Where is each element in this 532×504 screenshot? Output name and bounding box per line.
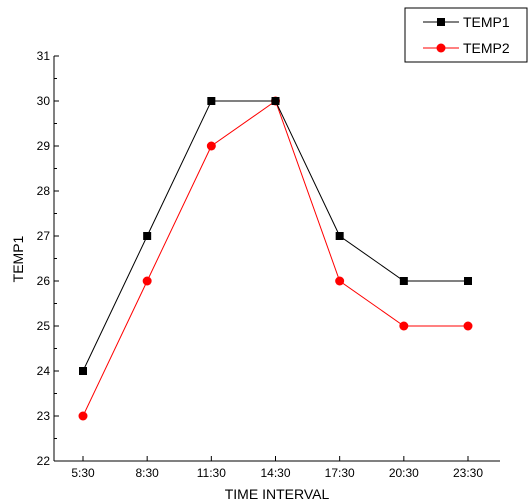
data-point-circle: [399, 321, 409, 331]
data-point-square: [335, 232, 344, 240]
y-tick-label: 23: [37, 409, 51, 423]
data-point-square: [207, 97, 216, 105]
data-point-square: [271, 97, 280, 105]
y-tick-label: 25: [37, 319, 51, 333]
legend-marker-square: [437, 18, 445, 26]
x-tick-label: 11:30: [197, 466, 226, 480]
y-tick-label: 24: [37, 364, 51, 378]
data-point-circle: [335, 276, 345, 286]
series-layer: [78, 96, 473, 421]
data-point-circle: [78, 411, 88, 421]
x-tick-label: 23:30: [453, 466, 483, 480]
y-ticks: 22 23 24 25 26 27 28 29 30 31: [37, 49, 59, 468]
x-ticks: 5:30 8:30 11:30 14:30 17:30 20:30 23:30: [71, 456, 483, 480]
data-point-circle: [142, 276, 152, 286]
series-line: [82, 100, 468, 372]
x-tick-label: 14:30: [260, 466, 290, 480]
data-point-square: [79, 367, 87, 375]
x-axis-title: TIME INTERVAL: [225, 486, 330, 502]
legend-box: [404, 7, 528, 63]
y-tick-label: 30: [37, 94, 51, 108]
series-line: [82, 100, 468, 417]
x-tick-label: 5:30: [71, 466, 95, 480]
y-axis-title: TEMP1: [10, 235, 26, 282]
legend-item-temp2: TEMP2: [423, 40, 510, 56]
y-tick-label: 22: [37, 454, 51, 468]
y-tick-label: 31: [37, 49, 51, 63]
x-tick-label: 20:30: [389, 466, 419, 480]
y-tick-label: 26: [37, 274, 51, 288]
data-point-square: [399, 277, 408, 285]
chart-axes: [53, 56, 500, 462]
legend: TEMP1 TEMP2: [404, 7, 528, 63]
legend-item-temp1: TEMP1: [423, 14, 510, 30]
data-point-square: [464, 277, 472, 285]
series-temp1: [79, 97, 472, 375]
data-point-square: [143, 232, 152, 240]
x-tick-label: 8:30: [135, 466, 159, 480]
y-tick-label: 27: [37, 229, 51, 243]
data-point-circle: [206, 141, 216, 151]
series-temp2: [78, 96, 473, 421]
x-tick-label: 17:30: [325, 466, 355, 480]
legend-marker-circle: [436, 43, 446, 53]
data-point-circle: [463, 321, 473, 331]
legend-items: TEMP1 TEMP2: [423, 14, 510, 56]
legend-label: TEMP2: [463, 40, 510, 56]
y-tick-label: 28: [37, 184, 51, 198]
y-tick-label: 29: [37, 139, 51, 153]
legend-label: TEMP1: [463, 14, 510, 30]
